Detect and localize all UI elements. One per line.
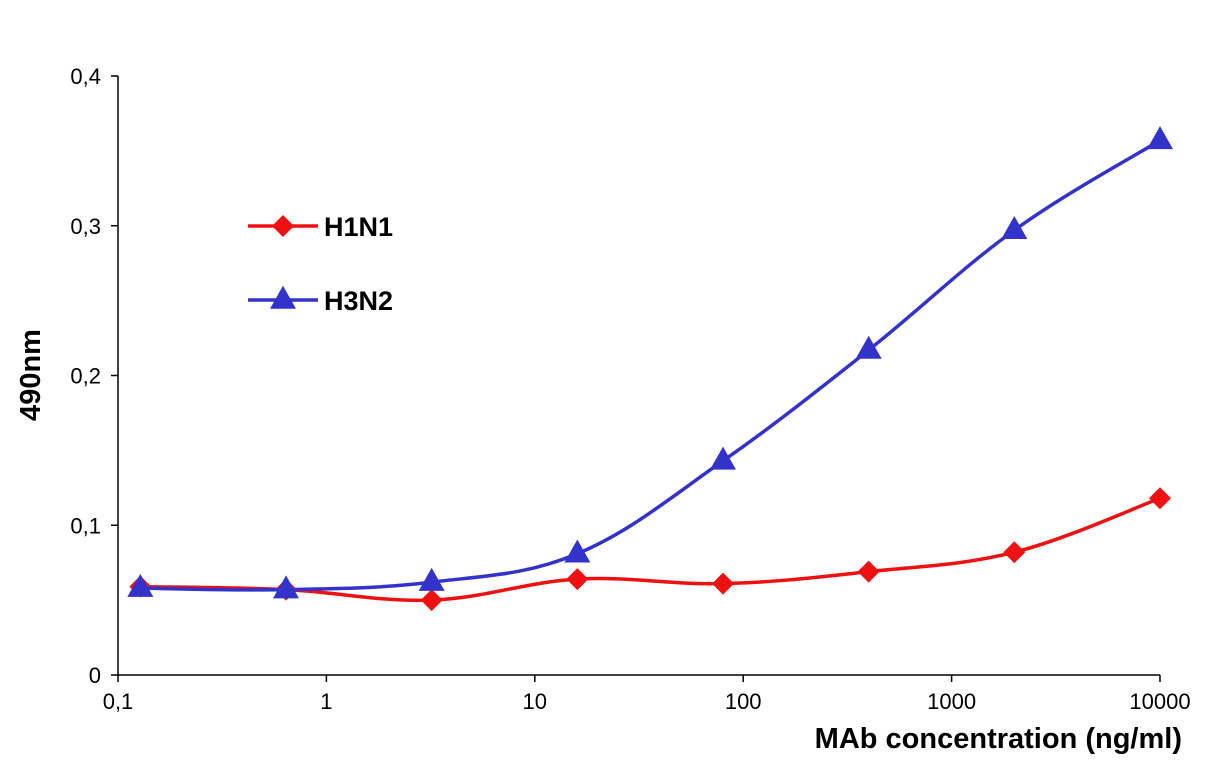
y-tick-label: 0,3 [70,214,101,239]
axes [117,76,1160,676]
legend-item-h3n2: H3N2 [248,285,393,316]
data-point-h1n1 [566,568,589,591]
legend-item-h1n1: H1N1 [248,212,393,242]
y-tick-label: 0,4 [70,64,101,89]
data-point-h1n1 [1003,541,1026,564]
data-point-h1n1 [420,589,443,612]
data-point-h1n1 [712,572,735,595]
y-ticks: 0 0,1 0,2 0,3 0,4 [70,64,118,688]
y-axis-title: 490nm [15,329,47,421]
x-tick-label: 1 [320,689,332,714]
x-tick-label: 0,1 [103,689,134,714]
x-ticks: 0,1 1 10 100 1000 10000 [103,675,1191,714]
y-tick-label: 0,2 [70,364,101,389]
data-point-h3n2 [273,575,300,599]
legend: H1N1 H3N2 [248,212,393,316]
series-line-h3n2 [138,138,1162,592]
data-point-h3n2 [855,335,882,359]
data-point-h1n1 [857,560,880,583]
y-tick-label: 0,1 [70,513,101,538]
data-point-h1n1 [1149,487,1171,510]
x-tick-label: 1000 [927,689,976,714]
data-point-h3n2 [1001,215,1028,239]
x-tick-label: 100 [725,689,762,714]
data-point-h3n2 [710,446,737,470]
x-tick-label: 10 [523,689,547,714]
series-layer [127,126,1173,612]
x-axis-title: MAb concentration (ng/ml) [815,723,1182,755]
data-point-h3n2 [418,567,445,591]
legend-marker-h1n1 [272,215,294,237]
x-tick-label: 10000 [1129,689,1190,714]
data-point-h3n2 [127,573,154,597]
series-h3n2 [127,126,1173,599]
data-point-h3n2 [564,539,591,563]
y-tick-label: 0 [89,663,101,688]
legend-label-h1n1: H1N1 [324,212,393,242]
legend-label-h3n2: H3N2 [324,286,393,316]
data-point-h3n2 [1147,126,1173,150]
legend-marker-h3n2 [270,285,296,309]
